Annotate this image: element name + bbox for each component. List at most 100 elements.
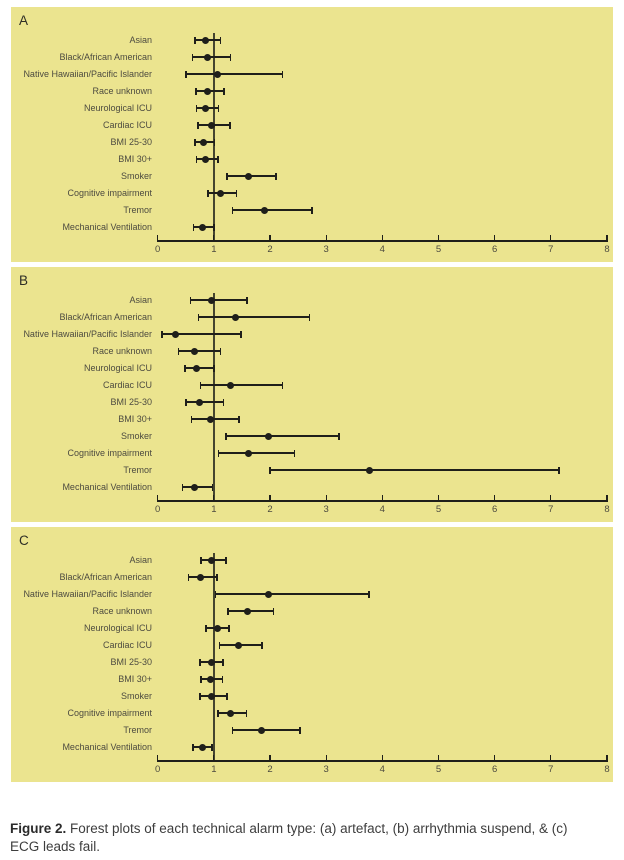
row-label: Tremor xyxy=(123,464,152,475)
ci-cap-high xyxy=(228,624,230,632)
row-label: BMI 25-30 xyxy=(110,656,152,667)
row-label: Neurological ICU xyxy=(83,362,152,373)
figure-caption: Figure 2. Forest plots of each technical… xyxy=(10,820,595,856)
point-estimate-dot xyxy=(204,87,212,95)
row-label: Black/African American xyxy=(59,311,152,322)
x-axis-tick xyxy=(494,495,496,502)
point-estimate-dot xyxy=(207,556,215,564)
row-label: Native Hawaiian/Pacific Islander xyxy=(23,328,152,339)
ci-cap-high xyxy=(245,709,248,717)
row-label: Mechanical Ventilation xyxy=(62,481,152,492)
ci-cap-high xyxy=(229,53,232,61)
ci-cap-high xyxy=(338,432,340,440)
ci-cap-high xyxy=(213,364,215,372)
x-axis-tick xyxy=(269,495,271,502)
ci-cap-low xyxy=(200,556,202,564)
ci-cap-high xyxy=(368,590,370,598)
ci-cap-high xyxy=(235,189,238,197)
ci-cap-low xyxy=(197,313,200,321)
row-label: BMI 30+ xyxy=(118,673,152,684)
ci-cap-high xyxy=(238,415,240,423)
point-estimate-dot xyxy=(261,206,269,214)
ci-cap-high xyxy=(281,381,284,389)
ci-cap-low xyxy=(195,155,198,163)
row-label: Smoker xyxy=(120,430,152,441)
point-estimate-dot xyxy=(244,172,252,180)
x-tick-label: 6 xyxy=(492,504,498,515)
ci-cap-low xyxy=(199,381,202,389)
ci-cap-high xyxy=(223,87,225,95)
x-tick-label: 6 xyxy=(492,244,498,255)
x-tick-label: 5 xyxy=(435,504,442,515)
ci-cap-low xyxy=(207,189,209,197)
row-label: Smoker xyxy=(120,170,152,181)
ci-cap-high xyxy=(222,398,225,406)
x-tick-label: 7 xyxy=(548,764,554,775)
x-axis-tick xyxy=(437,235,440,242)
point-estimate-dot xyxy=(366,466,374,474)
point-estimate-dot xyxy=(199,138,207,146)
x-axis-tick xyxy=(213,755,215,762)
x-tick-label: 3 xyxy=(323,504,329,515)
ci-cap-low xyxy=(199,658,201,666)
ci-line xyxy=(178,350,221,352)
ci-cap-low xyxy=(184,364,186,372)
point-estimate-dot xyxy=(197,573,205,581)
ci-line xyxy=(162,333,241,335)
ci-cap-high xyxy=(211,483,214,491)
x-axis-tick xyxy=(157,495,159,502)
point-estimate-dot xyxy=(204,53,212,61)
x-tick-label: 0 xyxy=(155,764,161,775)
ci-line xyxy=(190,299,247,301)
row-label: Cardiac ICU xyxy=(102,639,152,650)
x-tick-label: 8 xyxy=(604,244,610,255)
ci-cap-high xyxy=(221,675,224,683)
ci-cap-low xyxy=(227,607,229,615)
ci-cap-high xyxy=(275,172,277,180)
ci-cap-low xyxy=(200,675,202,683)
x-axis-tick xyxy=(437,755,440,762)
x-tick-label: 4 xyxy=(379,764,385,775)
row-label: Asian xyxy=(129,34,152,45)
ci-cap-low xyxy=(205,624,207,632)
ci-cap-low xyxy=(185,70,187,78)
x-axis-tick xyxy=(157,235,159,242)
row-label: Mechanical Ventilation xyxy=(62,221,152,232)
x-axis-tick xyxy=(269,235,271,242)
x-tick-label: 2 xyxy=(267,764,273,775)
x-tick-label: 7 xyxy=(548,244,554,255)
point-estimate-dot xyxy=(199,743,207,751)
x-axis-tick xyxy=(157,755,159,762)
x-axis-tick xyxy=(325,755,327,762)
x-axis-tick xyxy=(213,495,215,502)
ci-cap-low xyxy=(194,36,196,44)
ci-cap-low xyxy=(177,347,180,355)
point-estimate-dot xyxy=(257,726,265,734)
ci-cap-high xyxy=(261,641,263,649)
row-label: Mechanical Ventilation xyxy=(62,741,152,752)
point-estimate-dot xyxy=(201,36,209,44)
panel-label-b: B xyxy=(19,273,29,288)
x-tick-label: 1 xyxy=(211,504,217,515)
row-label: Tremor xyxy=(123,724,152,735)
ci-cap-low xyxy=(231,206,234,214)
x-tick-label: 4 xyxy=(379,504,385,515)
row-label: Native Hawaiian/Pacific Islander xyxy=(23,588,152,599)
point-estimate-dot xyxy=(196,398,204,406)
ci-cap-low xyxy=(187,573,190,581)
x-axis-tick xyxy=(325,495,327,502)
ci-cap-high xyxy=(240,330,242,338)
panel-label-a: A xyxy=(19,13,29,28)
ci-line xyxy=(191,418,240,420)
reference-line xyxy=(213,553,215,760)
ci-cap-low xyxy=(199,692,201,700)
point-estimate-dot xyxy=(227,709,235,717)
row-label: Cognitive impairment xyxy=(67,447,152,458)
x-axis-tick xyxy=(213,235,215,242)
ci-cap-low xyxy=(192,223,195,231)
ci-cap-high xyxy=(308,313,311,321)
row-label: Tremor xyxy=(123,204,152,215)
ci-line xyxy=(185,73,283,75)
ci-cap-high xyxy=(216,573,218,581)
x-axis-tick xyxy=(550,235,552,242)
